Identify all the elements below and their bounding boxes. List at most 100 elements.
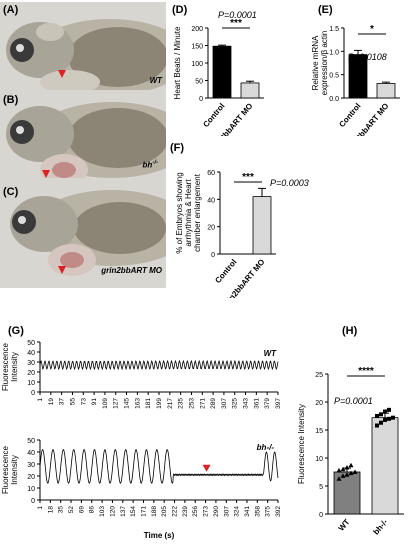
y-tick-label: 30 bbox=[27, 462, 35, 469]
data-point-bh bbox=[379, 412, 383, 417]
y-tick-label: 200 bbox=[191, 26, 203, 33]
trace-wt bbox=[39, 359, 279, 371]
y-tick-label: 30 bbox=[27, 360, 35, 367]
data-point-bh bbox=[387, 407, 391, 412]
data-point-wt bbox=[336, 476, 342, 481]
data-point-wt bbox=[348, 462, 354, 468]
y-tick-label: 40 bbox=[207, 197, 215, 204]
fish-label-bh: bh-/- bbox=[142, 160, 158, 170]
x-tick-label: 217 bbox=[167, 398, 174, 409]
x-tick-label: 222 bbox=[172, 506, 179, 517]
panel-label-a: (A) bbox=[3, 4, 19, 16]
data-point-bh bbox=[383, 409, 387, 414]
x-tick-label: 86 bbox=[89, 506, 96, 514]
y-tick-label: 20 bbox=[27, 370, 35, 377]
x-tick-label: 18 bbox=[47, 506, 54, 514]
y-axis-label: chamber enlargement bbox=[193, 173, 202, 252]
data-point-wt bbox=[340, 473, 346, 478]
data-point-bh bbox=[383, 417, 387, 422]
fish-label-wt: WT bbox=[149, 76, 162, 85]
x-tick-label: bh-/- bbox=[371, 517, 389, 536]
y-tick-label: 20 bbox=[207, 225, 215, 232]
x-tick-label: 1 bbox=[37, 506, 44, 510]
y-tick-label: 0 bbox=[211, 252, 215, 259]
y-axis-label: Heart Beats / Minute bbox=[173, 26, 182, 99]
x-tick-label: Control bbox=[337, 102, 362, 130]
chart-mrna-expression: 0.0 0.5 1.0 1.5 Relative mRNA expression/β ac… bbox=[311, 24, 400, 136]
y-axis-label: arrhythmia & Heart bbox=[184, 179, 193, 247]
x-tick-label: 289 bbox=[210, 398, 217, 409]
x-tick-label: 307 bbox=[221, 398, 228, 409]
x-axis-label: Time (s) bbox=[144, 531, 175, 540]
y-tick-label: 0 bbox=[319, 512, 323, 519]
x-tick-label: 271 bbox=[199, 398, 206, 409]
fish-drawing-morphant bbox=[0, 178, 166, 288]
y-tick-label: 50 bbox=[27, 340, 35, 347]
y-tick-label: 1.5 bbox=[329, 26, 339, 33]
x-tick-label: 127 bbox=[113, 398, 120, 409]
x-tick-label: 235 bbox=[178, 398, 185, 409]
bar-grin2bbart-mo bbox=[252, 196, 272, 255]
x-tick-label: 163 bbox=[134, 398, 141, 409]
data-point-wt bbox=[344, 472, 350, 477]
panel-label-d: (D) bbox=[172, 4, 188, 16]
y-axis-label: Intensity bbox=[10, 455, 19, 485]
x-tick-label: 379 bbox=[264, 398, 271, 409]
x-tick-label: 307 bbox=[223, 506, 230, 517]
bar-grin2bbart-mo bbox=[376, 83, 396, 99]
x-tick-label: 397 bbox=[275, 398, 282, 409]
series-label-bh: bh-/- bbox=[257, 443, 275, 452]
y-axis-label: expression/β actin bbox=[320, 31, 329, 96]
x-tick-label: 1 bbox=[37, 398, 44, 402]
panel-label-h: (H) bbox=[342, 325, 358, 337]
y-tick-label: 10 bbox=[315, 456, 323, 463]
y-tick-label: 10 bbox=[27, 486, 35, 493]
x-tick-label: Control bbox=[201, 102, 226, 130]
data-point-wt bbox=[344, 465, 350, 470]
x-tick-label: 19 bbox=[48, 398, 55, 406]
x-tick-label: 55 bbox=[69, 398, 76, 406]
y-tick-label: 0 bbox=[199, 96, 203, 103]
y-tick-label: 50 bbox=[195, 79, 203, 86]
x-tick-label: 253 bbox=[188, 398, 195, 409]
x-tick-label: 181 bbox=[145, 398, 152, 409]
fish-image-morphant: (C) grin2bbART MO bbox=[0, 178, 166, 288]
p-value: P=0.0001 bbox=[334, 396, 373, 406]
x-tick-label: 35 bbox=[58, 506, 65, 514]
x-tick-label: 73 bbox=[80, 398, 87, 406]
x-tick-label: Control bbox=[213, 258, 238, 286]
y-tick-label: 20 bbox=[27, 474, 35, 481]
x-tick-label: 290 bbox=[213, 506, 220, 517]
y-axis-label: Relative mRNA bbox=[311, 35, 320, 90]
x-tick-label: 69 bbox=[78, 506, 85, 514]
y-tick-label: 20 bbox=[315, 400, 323, 407]
y-axis-label: Intensity bbox=[10, 352, 19, 382]
x-tick-label: 52 bbox=[68, 506, 75, 514]
x-tick-label: 120 bbox=[109, 506, 116, 517]
data-point-wt bbox=[352, 469, 358, 474]
x-tick-label: 205 bbox=[161, 506, 168, 517]
p-value: P=0.0108 bbox=[348, 52, 387, 62]
fish-label-morphant: grin2bbART MO bbox=[101, 266, 162, 275]
y-tick-label: 15 bbox=[315, 428, 323, 435]
x-tick-label: 324 bbox=[234, 506, 241, 517]
x-tick-label: 239 bbox=[182, 506, 189, 517]
x-tick-label: 325 bbox=[232, 398, 239, 409]
data-point-bh bbox=[375, 414, 379, 418]
panel-label-g: (G) bbox=[8, 325, 24, 337]
x-tick-label: 256 bbox=[192, 506, 199, 517]
chart-fluorescence-intensity: 0 5 10 15 20 25 Fluorescence Intensity WT bh-/- *… bbox=[297, 366, 404, 537]
data-point-wt bbox=[340, 466, 346, 472]
x-tick-label: 37 bbox=[59, 398, 66, 406]
fish-image-wt: (A) WT bbox=[0, 2, 166, 108]
significance-stars: * bbox=[370, 24, 374, 35]
trace-bh bbox=[39, 448, 279, 484]
x-tick-label: 199 bbox=[156, 398, 163, 409]
y-tick-label: 0.5 bbox=[329, 73, 339, 80]
x-tick-label: 91 bbox=[91, 398, 98, 406]
fish-drawing-wt bbox=[0, 2, 166, 108]
x-tick-label: WT bbox=[337, 517, 352, 532]
x-tick-label: 343 bbox=[243, 398, 250, 409]
heart-arrow-marker bbox=[58, 70, 66, 78]
x-tick-label: 358 bbox=[254, 506, 261, 517]
